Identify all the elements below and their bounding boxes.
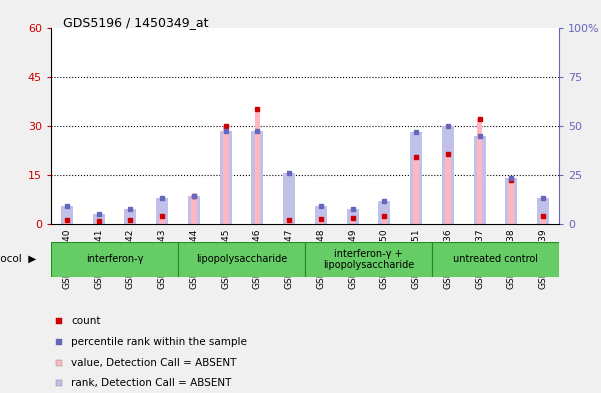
Bar: [382, 216, 387, 224]
Bar: [178, 242, 305, 277]
Bar: [442, 126, 454, 224]
Bar: [188, 196, 200, 224]
Text: value, Detection Call = ABSENT: value, Detection Call = ABSENT: [72, 358, 237, 368]
Text: rank, Detection Call = ABSENT: rank, Detection Call = ABSENT: [72, 378, 232, 388]
Text: interferon-γ +
lipopolysaccharide: interferon-γ + lipopolysaccharide: [323, 249, 414, 270]
Bar: [537, 198, 549, 224]
Bar: [96, 221, 102, 224]
Bar: [347, 209, 359, 224]
Bar: [223, 126, 228, 224]
Bar: [378, 201, 391, 224]
Bar: [93, 214, 105, 224]
Bar: [410, 132, 422, 224]
Text: percentile rank within the sample: percentile rank within the sample: [72, 337, 247, 347]
Bar: [255, 109, 260, 224]
Bar: [445, 154, 451, 224]
Bar: [159, 216, 165, 224]
Bar: [305, 242, 432, 277]
Bar: [432, 242, 559, 277]
Bar: [156, 198, 168, 224]
Bar: [505, 178, 517, 224]
Bar: [51, 242, 178, 277]
Text: untreated control: untreated control: [453, 254, 538, 264]
Bar: [191, 196, 197, 224]
Bar: [540, 216, 546, 224]
Bar: [350, 218, 355, 224]
Bar: [474, 136, 486, 224]
Text: lipopolysaccharide: lipopolysaccharide: [196, 254, 287, 264]
Bar: [315, 206, 327, 224]
Bar: [251, 130, 263, 224]
Bar: [127, 220, 133, 224]
Bar: [286, 220, 292, 224]
Bar: [283, 173, 295, 224]
Bar: [318, 219, 324, 224]
Text: GDS5196 / 1450349_at: GDS5196 / 1450349_at: [63, 16, 209, 29]
Bar: [219, 130, 232, 224]
Bar: [508, 180, 514, 224]
Text: interferon-γ: interferon-γ: [86, 254, 143, 264]
Text: protocol  ▶: protocol ▶: [0, 254, 36, 264]
Bar: [413, 157, 419, 224]
Text: count: count: [72, 316, 101, 327]
Bar: [64, 220, 70, 224]
Bar: [124, 209, 136, 224]
Bar: [477, 119, 483, 224]
Bar: [61, 206, 73, 224]
